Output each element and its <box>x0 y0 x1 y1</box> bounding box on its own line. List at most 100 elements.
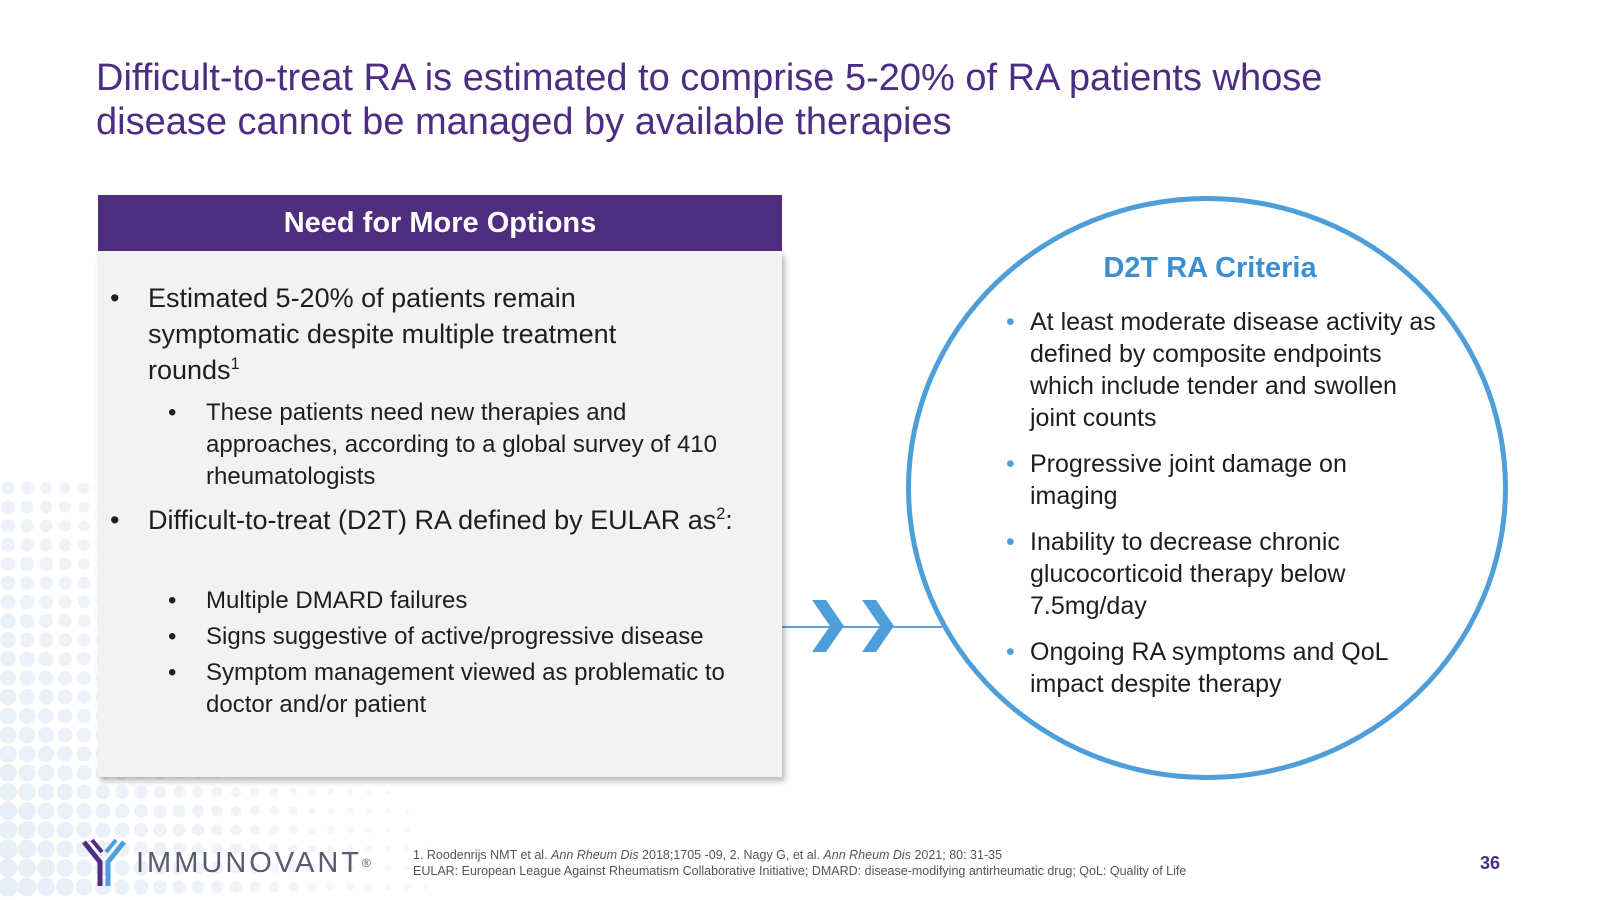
options-panel: • Estimated 5-20% of patients remain sym… <box>98 251 782 777</box>
decor-dot <box>230 862 242 874</box>
decor-dot <box>327 788 335 796</box>
decor-dot <box>57 746 73 762</box>
decor-dot <box>0 632 16 648</box>
options-bullet-1-text: Estimated 5-20% of patients remain sympt… <box>148 283 617 385</box>
decor-dot <box>191 842 205 856</box>
decor-dot <box>38 727 54 743</box>
decor-dot <box>57 670 73 686</box>
decor-dot <box>211 824 223 836</box>
decor-dot <box>133 822 149 838</box>
decor-dot <box>0 594 16 610</box>
decor-dot <box>95 822 111 838</box>
decor-dot <box>210 861 224 875</box>
decor-dot <box>39 538 53 552</box>
decor-dot <box>423 846 429 852</box>
decor-dot <box>58 557 72 571</box>
decor-dot <box>308 807 316 815</box>
decor-dot <box>1 519 15 533</box>
decor-dot <box>57 651 73 667</box>
options-sub-bullet-2-text: Multiple DMARD failures <box>206 587 468 614</box>
decor-dot <box>78 539 90 551</box>
decor-dot <box>77 633 91 647</box>
decor-dot <box>37 745 55 763</box>
decor-dot <box>307 844 317 854</box>
decor-dot <box>58 538 72 552</box>
decor-dot <box>0 613 16 629</box>
decor-dot <box>77 614 91 628</box>
decor-dot <box>346 864 354 872</box>
decor-dot <box>56 802 74 820</box>
bullet-dot: • <box>168 659 177 686</box>
decor-dot <box>133 860 149 876</box>
reference-line-1: 1. Roodenrijs NMT et al. Ann Rheum Dis 2… <box>413 848 1003 862</box>
decor-dot <box>59 482 71 494</box>
decor-dot <box>19 651 35 667</box>
decor-dot <box>38 670 54 686</box>
decor-dot <box>76 803 92 819</box>
decor-dot <box>307 825 317 835</box>
decor-dot <box>78 520 90 532</box>
decor-dot <box>56 878 74 896</box>
decor-dot <box>404 827 410 833</box>
decor-dot <box>20 557 34 571</box>
decor-dot <box>38 613 54 629</box>
decor-dot <box>210 880 224 894</box>
decor-dot <box>39 557 53 571</box>
decor-dot <box>57 689 73 705</box>
decor-dot <box>59 501 71 513</box>
decor-dot <box>385 789 391 795</box>
decor-dot <box>37 859 55 877</box>
decor-dot <box>18 726 36 744</box>
decor-dot <box>0 575 16 591</box>
decor-dot <box>0 669 17 687</box>
decor-dot <box>404 865 410 871</box>
decor-dot <box>327 807 335 815</box>
decor-dot <box>36 877 56 897</box>
decor-dot <box>76 765 92 781</box>
criteria-title: D2T RA Criteria <box>1103 252 1317 284</box>
decor-dot <box>288 825 298 835</box>
decor-dot <box>1 481 15 495</box>
bullet-dot: • <box>1006 638 1015 666</box>
decor-dot <box>404 846 410 852</box>
decor-dot <box>153 842 167 856</box>
decor-dot <box>250 806 260 816</box>
company-logo: IMMUNOVANT ® <box>80 838 371 888</box>
decor-dot <box>0 745 17 763</box>
bullet-dot: • <box>168 399 177 426</box>
decor-dot <box>153 804 167 818</box>
decor-dot <box>211 843 223 855</box>
decor-dot <box>37 821 55 839</box>
decor-dot <box>18 821 36 839</box>
decor-dot <box>114 803 130 819</box>
decor-dot <box>78 558 90 570</box>
decor-dot <box>57 708 73 724</box>
decor-dot <box>19 689 35 705</box>
decor-dot <box>346 788 354 796</box>
decor-dot <box>56 821 74 839</box>
options-sub-bullet-1-text: These patients need new therapies and ap… <box>206 399 717 490</box>
decor-dot <box>0 707 17 725</box>
criteria-item-4-text: Ongoing RA symptoms and QoL impact despi… <box>1030 638 1388 698</box>
decor-dot <box>346 826 354 834</box>
references: 1. Roodenrijs NMT et al. Ann Rheum Dis 2… <box>413 847 1186 879</box>
decor-dot <box>20 519 34 533</box>
decor-dot <box>76 708 92 724</box>
decor-dot <box>172 842 186 856</box>
decor-dot <box>172 804 186 818</box>
decor-dot <box>404 884 410 890</box>
decor-dot <box>18 764 36 782</box>
decor-dot <box>57 765 73 781</box>
decor-dot <box>230 843 242 855</box>
options-sub-bullet-4-text: Symptom management viewed as problematic… <box>206 659 725 718</box>
decor-dot <box>78 482 90 494</box>
decor-dot <box>269 787 279 797</box>
decor-dot <box>38 632 54 648</box>
decor-dot <box>423 865 429 871</box>
decor-dot <box>308 788 316 796</box>
decor-dot <box>19 632 35 648</box>
decor-dot <box>39 576 53 590</box>
decor-dot <box>346 845 354 853</box>
decor-dot <box>77 595 91 609</box>
bullet-dot: • <box>1006 528 1015 556</box>
